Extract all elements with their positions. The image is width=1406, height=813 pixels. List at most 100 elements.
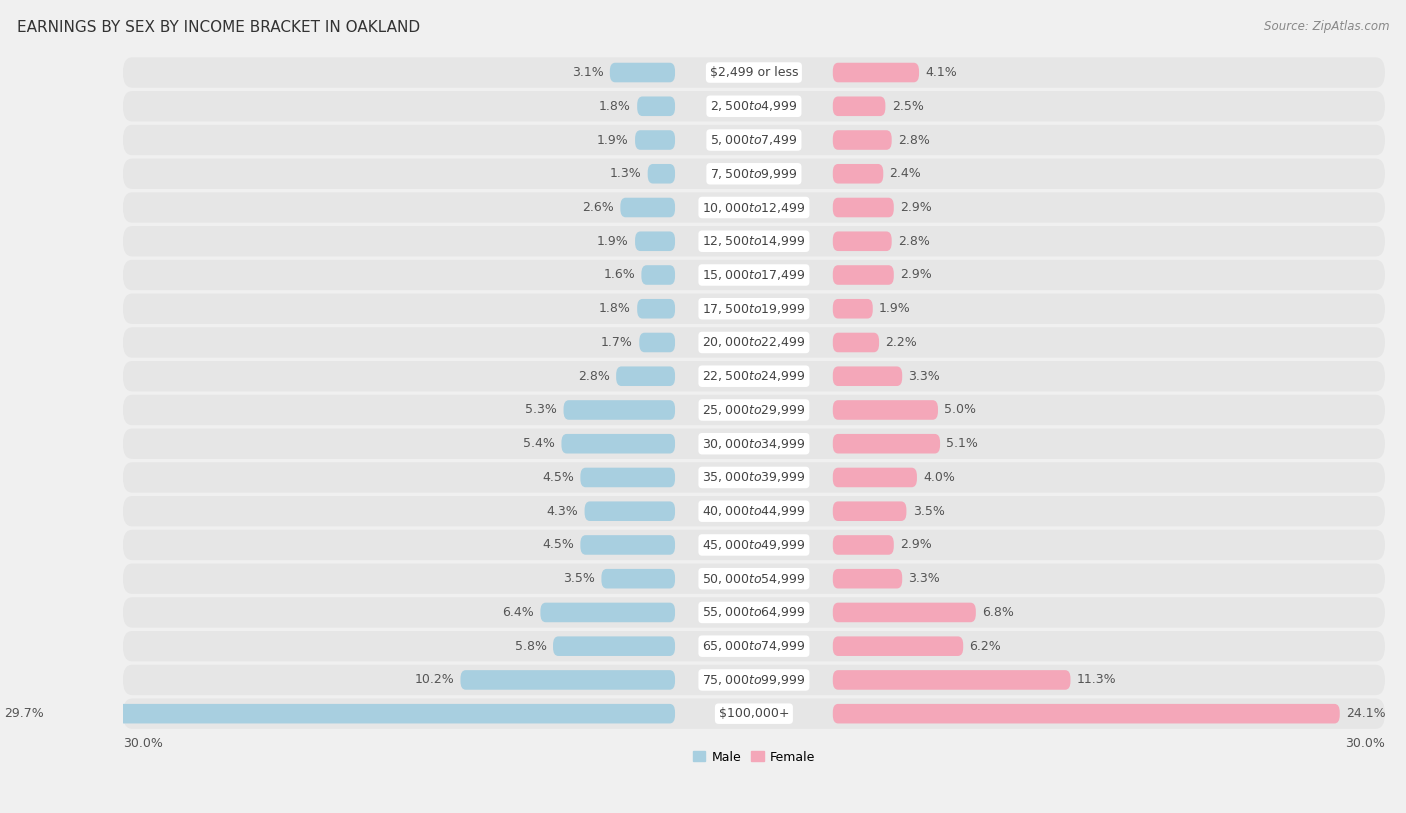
- FancyBboxPatch shape: [122, 361, 1385, 391]
- FancyBboxPatch shape: [122, 463, 1385, 493]
- Text: $2,499 or less: $2,499 or less: [710, 66, 799, 79]
- FancyBboxPatch shape: [832, 164, 883, 184]
- FancyBboxPatch shape: [832, 434, 941, 454]
- Text: $25,000 to $29,999: $25,000 to $29,999: [702, 403, 806, 417]
- Text: 24.1%: 24.1%: [1346, 707, 1386, 720]
- Text: 4.3%: 4.3%: [547, 505, 578, 518]
- FancyBboxPatch shape: [122, 563, 1385, 593]
- FancyBboxPatch shape: [832, 198, 894, 217]
- Text: 5.8%: 5.8%: [515, 640, 547, 653]
- Text: 5.3%: 5.3%: [526, 403, 557, 416]
- Text: 3.1%: 3.1%: [572, 66, 603, 79]
- Text: EARNINGS BY SEX BY INCOME BRACKET IN OAKLAND: EARNINGS BY SEX BY INCOME BRACKET IN OAK…: [17, 20, 420, 35]
- Text: $22,500 to $24,999: $22,500 to $24,999: [702, 369, 806, 383]
- FancyBboxPatch shape: [564, 400, 675, 420]
- Text: 11.3%: 11.3%: [1077, 673, 1116, 686]
- Text: $12,500 to $14,999: $12,500 to $14,999: [702, 234, 806, 248]
- FancyBboxPatch shape: [122, 58, 1385, 88]
- FancyBboxPatch shape: [832, 400, 938, 420]
- FancyBboxPatch shape: [122, 193, 1385, 223]
- FancyBboxPatch shape: [637, 299, 675, 319]
- Text: 2.8%: 2.8%: [578, 370, 610, 383]
- FancyBboxPatch shape: [122, 698, 1385, 729]
- Text: 3.5%: 3.5%: [564, 572, 595, 585]
- FancyBboxPatch shape: [540, 602, 675, 622]
- Text: $100,000+: $100,000+: [718, 707, 789, 720]
- Text: $5,000 to $7,499: $5,000 to $7,499: [710, 133, 797, 147]
- FancyBboxPatch shape: [620, 198, 675, 217]
- Text: 1.8%: 1.8%: [599, 100, 631, 113]
- FancyBboxPatch shape: [641, 265, 675, 285]
- Text: 4.5%: 4.5%: [543, 538, 574, 551]
- Text: 2.6%: 2.6%: [582, 201, 614, 214]
- Text: $15,000 to $17,499: $15,000 to $17,499: [702, 268, 806, 282]
- Text: 3.3%: 3.3%: [908, 572, 941, 585]
- Text: 1.3%: 1.3%: [610, 167, 641, 180]
- FancyBboxPatch shape: [122, 631, 1385, 661]
- FancyBboxPatch shape: [581, 535, 675, 554]
- FancyBboxPatch shape: [122, 665, 1385, 695]
- Text: 30.0%: 30.0%: [122, 737, 163, 750]
- FancyBboxPatch shape: [832, 130, 891, 150]
- Text: 2.9%: 2.9%: [900, 201, 932, 214]
- FancyBboxPatch shape: [832, 333, 879, 352]
- FancyBboxPatch shape: [122, 598, 1385, 628]
- FancyBboxPatch shape: [122, 496, 1385, 526]
- Text: 2.5%: 2.5%: [891, 100, 924, 113]
- FancyBboxPatch shape: [122, 125, 1385, 155]
- Text: 6.8%: 6.8%: [983, 606, 1014, 619]
- FancyBboxPatch shape: [832, 704, 1340, 724]
- FancyBboxPatch shape: [832, 63, 920, 82]
- FancyBboxPatch shape: [122, 293, 1385, 324]
- FancyBboxPatch shape: [648, 164, 675, 184]
- FancyBboxPatch shape: [610, 63, 675, 82]
- FancyBboxPatch shape: [122, 530, 1385, 560]
- Text: $75,000 to $99,999: $75,000 to $99,999: [702, 673, 806, 687]
- Text: $7,500 to $9,999: $7,500 to $9,999: [710, 167, 797, 180]
- Text: 10.2%: 10.2%: [415, 673, 454, 686]
- Text: 3.3%: 3.3%: [908, 370, 941, 383]
- Text: 1.8%: 1.8%: [599, 302, 631, 315]
- Text: 6.2%: 6.2%: [970, 640, 1001, 653]
- FancyBboxPatch shape: [832, 367, 903, 386]
- Text: 1.9%: 1.9%: [879, 302, 911, 315]
- FancyBboxPatch shape: [553, 637, 675, 656]
- Text: 5.4%: 5.4%: [523, 437, 555, 450]
- FancyBboxPatch shape: [640, 333, 675, 352]
- FancyBboxPatch shape: [122, 159, 1385, 189]
- Text: 4.0%: 4.0%: [924, 471, 955, 484]
- Text: 2.8%: 2.8%: [898, 235, 929, 248]
- Text: $50,000 to $54,999: $50,000 to $54,999: [702, 572, 806, 585]
- FancyBboxPatch shape: [832, 467, 917, 487]
- FancyBboxPatch shape: [122, 395, 1385, 425]
- Text: 2.2%: 2.2%: [886, 336, 917, 349]
- FancyBboxPatch shape: [602, 569, 675, 589]
- Text: Source: ZipAtlas.com: Source: ZipAtlas.com: [1264, 20, 1389, 33]
- Text: 1.7%: 1.7%: [602, 336, 633, 349]
- FancyBboxPatch shape: [561, 434, 675, 454]
- Text: $40,000 to $44,999: $40,000 to $44,999: [702, 504, 806, 518]
- FancyBboxPatch shape: [832, 502, 907, 521]
- FancyBboxPatch shape: [122, 328, 1385, 358]
- Text: $65,000 to $74,999: $65,000 to $74,999: [702, 639, 806, 653]
- FancyBboxPatch shape: [636, 232, 675, 251]
- Text: $30,000 to $34,999: $30,000 to $34,999: [702, 437, 806, 450]
- FancyBboxPatch shape: [122, 91, 1385, 121]
- Text: 29.7%: 29.7%: [4, 707, 44, 720]
- Text: 2.9%: 2.9%: [900, 538, 932, 551]
- FancyBboxPatch shape: [461, 670, 675, 689]
- Text: 1.6%: 1.6%: [603, 268, 636, 281]
- Text: 4.1%: 4.1%: [925, 66, 957, 79]
- FancyBboxPatch shape: [637, 97, 675, 116]
- FancyBboxPatch shape: [832, 569, 903, 589]
- FancyBboxPatch shape: [581, 467, 675, 487]
- FancyBboxPatch shape: [122, 428, 1385, 459]
- Text: 1.9%: 1.9%: [598, 133, 628, 146]
- Text: $10,000 to $12,499: $10,000 to $12,499: [702, 201, 806, 215]
- FancyBboxPatch shape: [585, 502, 675, 521]
- FancyBboxPatch shape: [832, 670, 1070, 689]
- FancyBboxPatch shape: [51, 704, 675, 724]
- Text: $17,500 to $19,999: $17,500 to $19,999: [702, 302, 806, 315]
- FancyBboxPatch shape: [832, 232, 891, 251]
- FancyBboxPatch shape: [832, 299, 873, 319]
